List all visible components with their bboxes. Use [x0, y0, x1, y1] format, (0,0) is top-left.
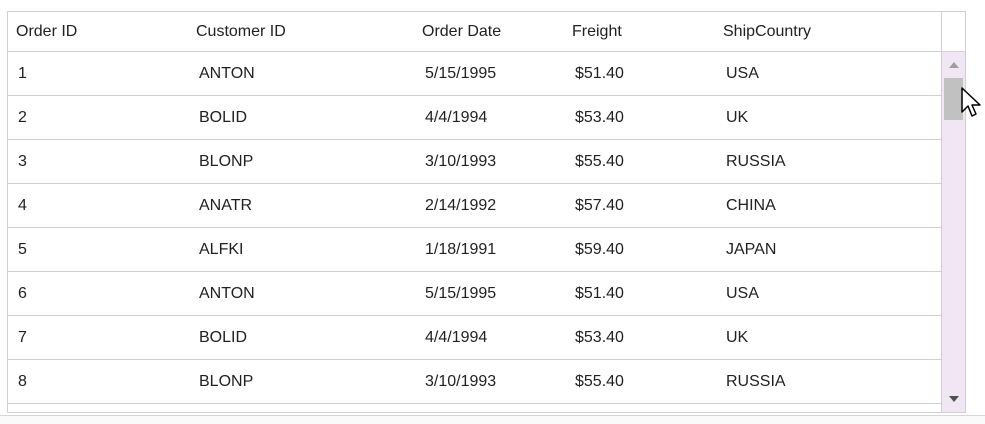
cell-ship-country: UK	[726, 109, 749, 126]
cell-freight: $55.40	[575, 373, 624, 390]
cell-customer-id: ANTON	[199, 65, 255, 82]
vertical-scrollbar[interactable]	[941, 52, 965, 412]
column-header-freight[interactable]: Freight	[572, 23, 622, 40]
cell-freight: $53.40	[575, 329, 624, 346]
grid-body: 1 ANTON 5/15/1995 $51.40 USA 2 BOLID 4/4…	[8, 52, 941, 412]
cell-ship-country: RUSSIA	[726, 153, 786, 170]
cell-order-date: 3/10/1993	[425, 153, 497, 170]
header-scrollbar-corner	[941, 12, 965, 52]
table-row[interactable]: 4 ANATR 2/14/1992 $57.40 CHINA	[8, 184, 941, 228]
column-header-ship-country[interactable]: ShipCountry	[723, 23, 812, 40]
cell-order-id: 8	[18, 373, 27, 390]
table-row[interactable]: 5 ALFKI 1/18/1991 $59.40 JAPAN	[8, 228, 941, 272]
cell-customer-id: ANTON	[199, 285, 255, 302]
cell-freight: $59.40	[575, 241, 624, 258]
cell-customer-id: BOLID	[199, 109, 248, 126]
column-header-order-id[interactable]: Order ID	[16, 23, 78, 40]
cell-ship-country: CHINA	[726, 197, 776, 214]
cell-ship-country: USA	[726, 65, 759, 82]
cell-customer-id: ALFKI	[199, 241, 244, 258]
cell-order-date: 1/18/1991	[425, 241, 497, 258]
cell-customer-id: BLONP	[199, 373, 254, 390]
cell-order-date: 2/14/1992	[425, 197, 497, 214]
column-header-order-date[interactable]: Order Date	[422, 23, 502, 40]
cell-customer-id: ANATR	[199, 197, 253, 214]
cell-order-date: 5/15/1995	[425, 285, 497, 302]
cell-order-id: 2	[18, 109, 27, 126]
table-row[interactable]: 1 ANTON 5/15/1995 $51.40 USA	[8, 52, 941, 96]
column-header-customer-id[interactable]: Customer ID	[196, 23, 286, 40]
cell-order-id: 7	[18, 329, 27, 346]
cell-customer-id: BOLID	[199, 329, 248, 346]
cell-freight: $51.40	[575, 65, 624, 82]
cell-order-date: 4/4/1994	[425, 329, 488, 346]
cell-freight: $51.40	[575, 285, 624, 302]
cell-ship-country: USA	[726, 285, 759, 302]
table-row[interactable]: 6 ANTON 5/15/1995 $51.40 USA	[8, 272, 941, 316]
cell-ship-country: JAPAN	[726, 241, 777, 258]
table-row-partial[interactable]	[8, 404, 941, 412]
page-bottom-edge	[0, 415, 985, 424]
scroll-up-arrow-icon[interactable]	[949, 62, 959, 68]
table-row[interactable]: 8 BLONP 3/10/1993 $55.40 RUSSIA	[8, 360, 941, 404]
cell-order-id: 3	[18, 153, 27, 170]
cell-order-date: 4/4/1994	[425, 109, 488, 126]
orders-data-grid: Order ID Customer ID Order Date Freight …	[7, 11, 966, 413]
scroll-down-arrow-icon[interactable]	[949, 396, 959, 402]
table-row[interactable]: 2 BOLID 4/4/1994 $53.40 UK	[8, 96, 941, 140]
cell-order-id: 6	[18, 285, 27, 302]
cell-ship-country: UK	[726, 329, 749, 346]
table-row[interactable]: 3 BLONP 3/10/1993 $55.40 RUSSIA	[8, 140, 941, 184]
cell-ship-country: RUSSIA	[726, 373, 786, 390]
cell-order-id: 5	[18, 241, 27, 258]
mouse-pointer-icon	[961, 87, 981, 117]
cell-order-id: 1	[18, 65, 27, 82]
cell-order-id: 4	[18, 197, 27, 214]
cell-order-date: 5/15/1995	[425, 65, 497, 82]
table-row[interactable]: 7 BOLID 4/4/1994 $53.40 UK	[8, 316, 941, 360]
cell-customer-id: BLONP	[199, 153, 254, 170]
grid-header-row: Order ID Customer ID Order Date Freight …	[8, 12, 941, 52]
cell-order-date: 3/10/1993	[425, 373, 497, 390]
cell-freight: $57.40	[575, 197, 624, 214]
cell-freight: $55.40	[575, 153, 624, 170]
scrollbar-thumb[interactable]	[944, 78, 963, 120]
cell-freight: $53.40	[575, 109, 624, 126]
